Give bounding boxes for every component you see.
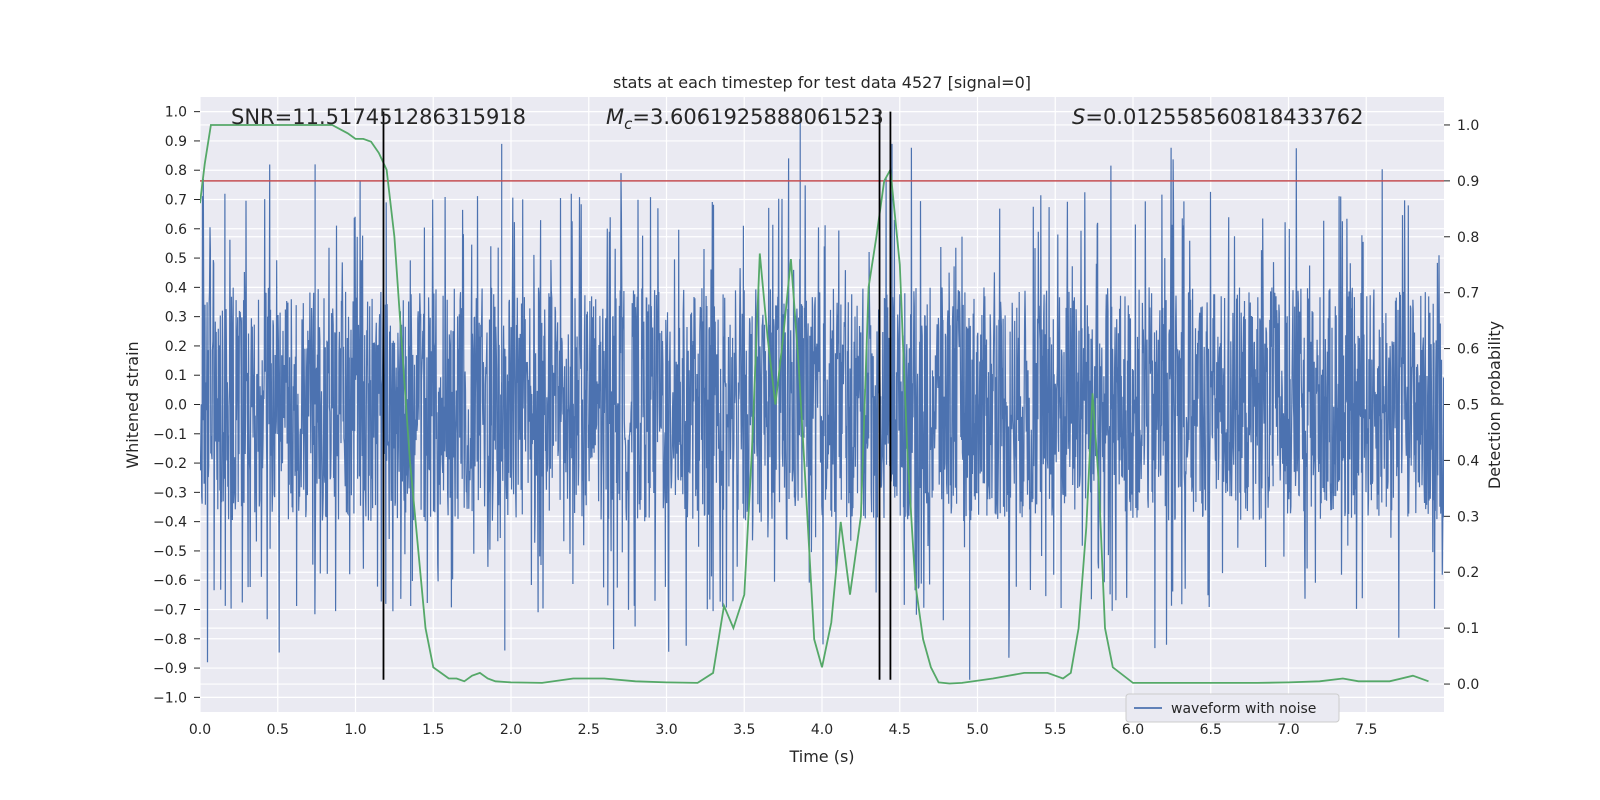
y2-tick-label: 0.4 [1457,453,1479,469]
x-tick-label: 7.5 [1355,722,1377,738]
y-tick-label: −0.9 [153,661,187,677]
y-axis-ticks: −1.0 −0.9 −0.8 −0.7 −0.6 −0.5 −0.4 −0.3 −0.2 −0.1… [153,105,200,706]
y-tick-label: 0.3 [165,310,187,326]
y2-tick-label: 0.6 [1457,342,1479,358]
x-tick-label: 3.5 [733,722,755,738]
x-tick-label: 6.0 [1122,722,1144,738]
x-tick-label: 1.0 [344,722,366,738]
vertical-markers [382,111,892,680]
y-tick-label: −1.0 [153,690,187,706]
y2-axis-label: Detection probability [1485,321,1504,489]
x-tick-label: 3.0 [655,722,677,738]
y-tick-label: 0.7 [165,193,187,209]
s-value: =0.012558560818433762 [1085,105,1363,129]
chirp-mass-annotation: Mc=3.6061925888061523 [606,105,884,133]
y2-tick-label: 0.5 [1457,398,1479,414]
x-tick-label: 2.5 [578,722,600,738]
x-tick-label: 7.0 [1277,722,1299,738]
x-axis-ticks: 0.0 0.5 1.0 1.5 2.0 2.5 3.0 3.5 4.0 4.5 5.0 5.5 6.0 6… [189,722,1378,738]
chirp-mass-subscript: c [624,115,633,133]
x-axis-label: Time (s) [788,747,854,766]
x-tick-label: 4.0 [811,722,833,738]
waveform-series [200,111,1444,680]
y-tick-label: −0.4 [153,515,187,531]
waveform-line [200,111,1444,680]
chirp-mass-symbol: M [606,105,624,129]
y-tick-label: −0.3 [153,485,187,501]
chart-title: stats at each timestep for test data 452… [613,73,1031,92]
y-tick-label: 0.0 [165,398,187,414]
snr-annotation: SNR=11.517451286315918 [231,105,526,129]
y-tick-label: 0.9 [165,134,187,150]
x-tick-label: 6.5 [1200,722,1222,738]
x-tick-label: 5.5 [1044,722,1066,738]
y-tick-label: −0.1 [153,427,187,443]
y2-tick-label: 0.0 [1457,677,1479,693]
y2-tick-label: 0.3 [1457,509,1479,525]
y-tick-label: −0.2 [153,456,187,472]
y2-tick-label: 0.8 [1457,230,1479,246]
x-tick-label: 4.5 [889,722,911,738]
y-tick-label: −0.5 [153,544,187,560]
y-tick-label: 0.8 [165,163,187,179]
x-tick-label: 2.0 [500,722,522,738]
legend-label: waveform with noise [1171,701,1316,717]
legend-box [1125,693,1340,723]
y-axis-label: Whitened strain [123,341,142,468]
y-tick-label: −0.6 [153,573,187,589]
y2-tick-label: 0.7 [1457,286,1479,302]
probability-line [200,124,1429,685]
y-tick-label: 0.2 [165,339,187,355]
y2-axis-ticks: 0.0 0.1 0.2 0.3 0.4 0.5 0.6 0.7 0.8 0.9 1.0 [1444,118,1479,693]
y-tick-label: 0.5 [165,251,187,267]
y2-tick-label: 0.9 [1457,174,1479,190]
y-tick-label: 1.0 [165,105,187,121]
y2-tick-label: 0.1 [1457,621,1479,637]
x-tick-label: 5.0 [966,722,988,738]
y-tick-label: −0.8 [153,632,187,648]
probability-series [200,124,1444,685]
s-annotation: S=0.012558560818433762 [1072,105,1363,129]
y-tick-label: 0.6 [165,222,187,238]
chirp-mass-value: =3.6061925888061523 [632,105,883,129]
y2-tick-label: 1.0 [1457,118,1479,134]
x-tick-label: 1.5 [422,722,444,738]
legend: waveform with noise [1125,693,1340,723]
y-tick-label: 0.4 [165,280,187,296]
s-symbol: S [1072,105,1085,129]
y-tick-label: 0.1 [165,368,187,384]
x-tick-label: 0.5 [267,722,289,738]
y-tick-label: −0.7 [153,603,187,619]
y2-tick-label: 0.2 [1457,565,1479,581]
x-tick-label: 0.0 [189,722,211,738]
